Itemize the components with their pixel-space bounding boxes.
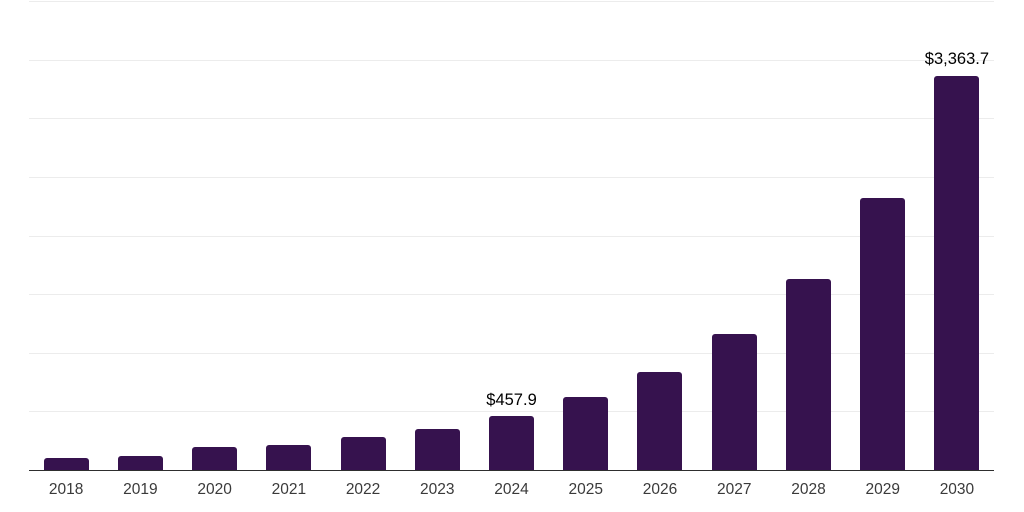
bar-2021 — [266, 444, 312, 470]
x-tick-2028: 2028 — [791, 481, 826, 498]
x-axis-labels: 2018 2019 2020 2021 2022 2023 2024 2025 2026 2027… — [29, 481, 994, 499]
bar-slot-2023 — [400, 0, 474, 470]
bar-2028 — [785, 279, 831, 470]
plot-area: $457.9 $3,363.7 — [29, 0, 994, 471]
bar-slot-2024: $457.9 — [474, 0, 548, 470]
bar-2027 — [711, 333, 757, 470]
bar-slot-2020 — [177, 0, 251, 470]
bar-2019 — [117, 455, 163, 470]
bar-2018 — [43, 458, 89, 470]
bar-2020 — [192, 446, 238, 470]
x-tick-2030: 2030 — [939, 481, 975, 498]
bar-slot-2019 — [103, 0, 177, 470]
x-tick-2026: 2026 — [642, 481, 678, 498]
bar-2022 — [340, 437, 386, 470]
x-tick-2027: 2027 — [716, 481, 752, 498]
x-tick-2021: 2021 — [271, 481, 307, 498]
bar-slot-2022 — [326, 0, 400, 470]
bar-slot-2027 — [697, 0, 771, 470]
bar-slot-2021 — [252, 0, 326, 470]
bar-slot-2028 — [771, 0, 845, 470]
bar-2026 — [637, 371, 683, 470]
bar-2029 — [860, 197, 906, 470]
x-tick-2023: 2023 — [420, 481, 455, 498]
bar-2024 — [489, 416, 535, 470]
x-tick-2022: 2022 — [345, 481, 381, 498]
bar-slot-2030: $3,363.7 — [920, 0, 994, 470]
x-tick-2020: 2020 — [197, 481, 232, 498]
value-label-2024: $457.9 — [486, 390, 537, 409]
bar-2023 — [414, 429, 460, 470]
bar-2030 — [934, 75, 980, 470]
x-tick-2025: 2025 — [568, 481, 603, 498]
bar-slot-2025 — [549, 0, 623, 470]
x-tick-2018: 2018 — [48, 481, 84, 498]
bar-2025 — [563, 397, 609, 470]
bar-slot-2029 — [846, 0, 920, 470]
bar-slot-2018 — [29, 0, 103, 470]
bar-slot-2026 — [623, 0, 697, 470]
value-label-2030: $3,363.7 — [924, 50, 990, 69]
x-tick-2024: 2024 — [494, 481, 529, 498]
x-tick-2029: 2029 — [865, 481, 900, 498]
x-tick-2019: 2019 — [123, 481, 158, 498]
